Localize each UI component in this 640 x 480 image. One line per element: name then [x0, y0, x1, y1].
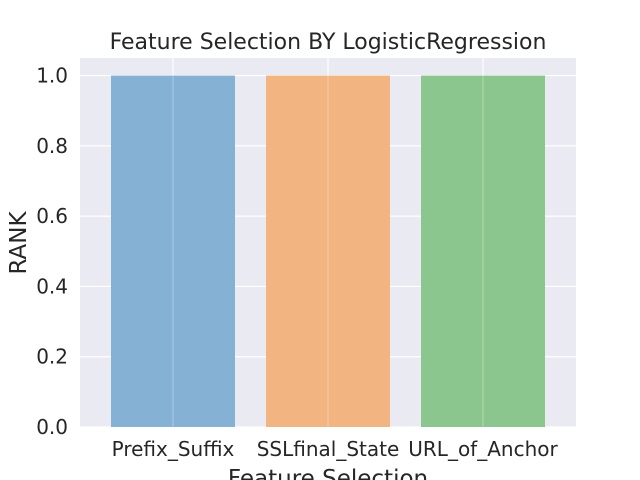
y-tick-label: 0.4	[36, 274, 68, 298]
x-axis-label: Feature Selection	[228, 466, 428, 480]
bar-prefix-suffix	[111, 75, 235, 428]
y-axis-label: RANK	[6, 211, 32, 275]
x-tick-label: SSLfinal_State	[257, 437, 400, 461]
bar-sslfinal-state	[266, 75, 390, 428]
y-tick-label: 0.2	[36, 345, 68, 369]
bar-url-of-anchor	[421, 75, 545, 428]
x-tick-label: Prefix_Suffix	[112, 437, 235, 461]
y-tick-label: 0.0	[36, 415, 68, 439]
y-tick-label: 0.8	[36, 134, 68, 158]
bars	[111, 75, 545, 428]
y-tick-label: 0.6	[36, 204, 68, 228]
chart-title: Feature Selection BY LogisticRegression	[110, 30, 547, 55]
y-tick-labels: 0.0 0.2 0.4 0.6 0.8 1.0	[36, 64, 68, 439]
x-tick-labels: Prefix_Suffix SSLfinal_State URL_of_Anchor	[112, 437, 559, 461]
x-tick-label: URL_of_Anchor	[408, 437, 558, 461]
y-tick-label: 1.0	[36, 64, 68, 88]
